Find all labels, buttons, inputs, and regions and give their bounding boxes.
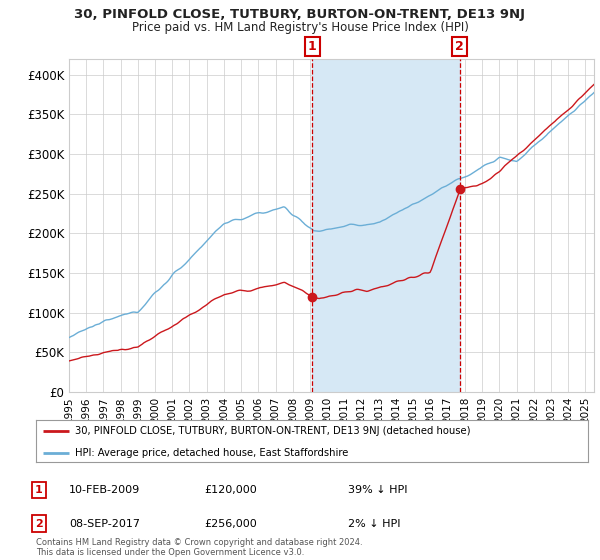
Bar xyxy=(312,59,460,392)
Text: Contains HM Land Registry data © Crown copyright and database right 2024.
This d: Contains HM Land Registry data © Crown c… xyxy=(36,538,362,557)
Text: Price paid vs. HM Land Registry's House Price Index (HPI): Price paid vs. HM Land Registry's House … xyxy=(131,21,469,34)
Text: 08-SEP-2017: 08-SEP-2017 xyxy=(69,519,140,529)
Text: 2: 2 xyxy=(35,519,43,529)
Text: 30, PINFOLD CLOSE, TUTBURY, BURTON-ON-TRENT, DE13 9NJ (detached house): 30, PINFOLD CLOSE, TUTBURY, BURTON-ON-TR… xyxy=(74,426,470,436)
Text: 1: 1 xyxy=(35,485,43,495)
Text: 39% ↓ HPI: 39% ↓ HPI xyxy=(348,485,407,495)
Text: £120,000: £120,000 xyxy=(204,485,257,495)
Text: £256,000: £256,000 xyxy=(204,519,257,529)
Text: HPI: Average price, detached house, East Staffordshire: HPI: Average price, detached house, East… xyxy=(74,448,348,458)
Text: 10-FEB-2009: 10-FEB-2009 xyxy=(69,485,140,495)
Text: 1: 1 xyxy=(308,40,316,53)
Text: 2: 2 xyxy=(455,40,464,53)
Text: 2% ↓ HPI: 2% ↓ HPI xyxy=(348,519,401,529)
Text: 30, PINFOLD CLOSE, TUTBURY, BURTON-ON-TRENT, DE13 9NJ: 30, PINFOLD CLOSE, TUTBURY, BURTON-ON-TR… xyxy=(74,8,526,21)
